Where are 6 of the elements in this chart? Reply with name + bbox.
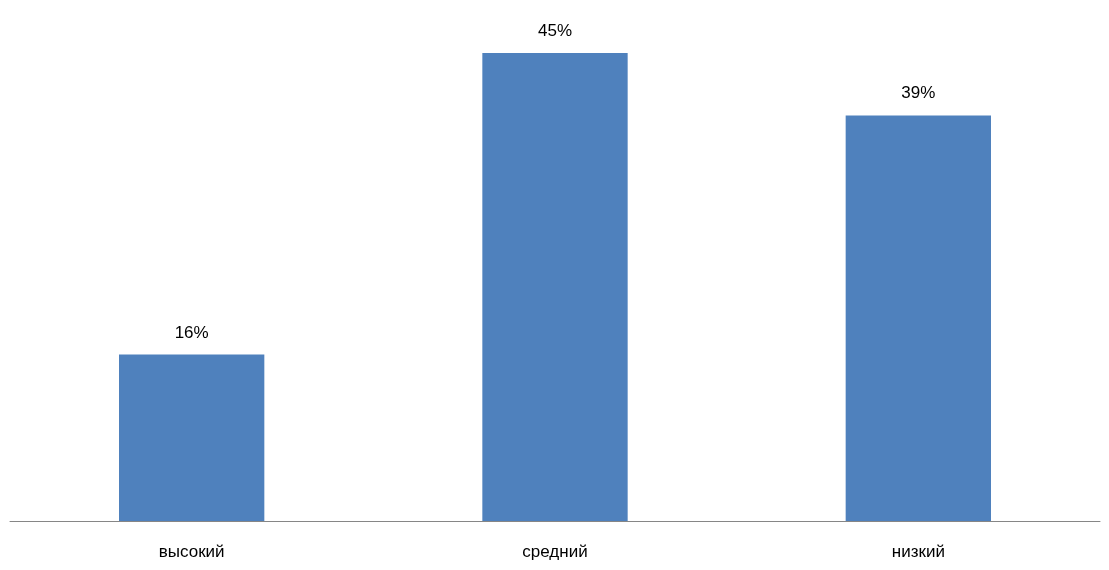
data-label: 16% <box>174 322 209 342</box>
x-tick-label: высокий <box>158 542 225 561</box>
x-tick-label: низкий <box>891 542 945 561</box>
data-label: 39% <box>901 83 936 103</box>
x-tick-label: средний <box>522 542 588 561</box>
data-label: 45% <box>537 21 573 40</box>
